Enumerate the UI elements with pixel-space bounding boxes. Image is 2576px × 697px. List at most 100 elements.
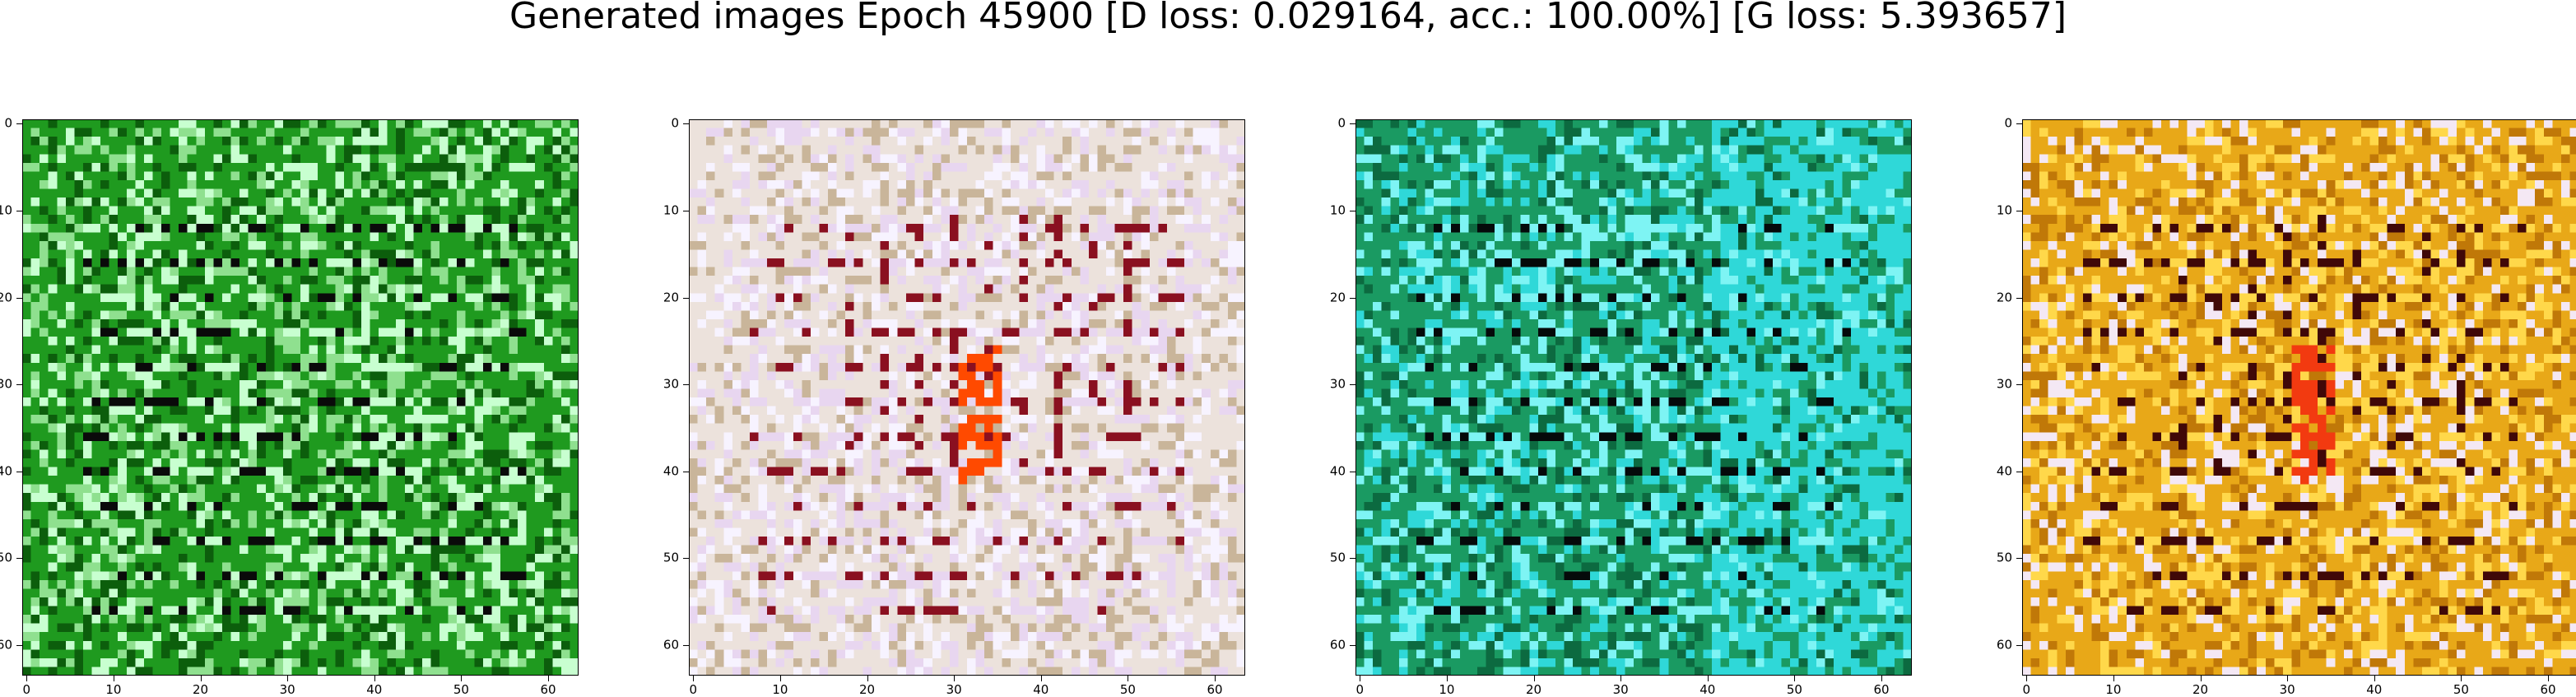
y-tick-mark [2016, 297, 2022, 299]
axes-frame [22, 119, 579, 676]
y-tick-mark [683, 384, 689, 386]
y-tick-label: 40 [1329, 463, 1346, 479]
x-tick-label: 10 [2105, 682, 2122, 697]
x-tick-mark [200, 676, 202, 681]
y-tick-mark [683, 645, 689, 647]
x-tick-mark [1620, 676, 1622, 681]
x-tick-label: 20 [2192, 682, 2209, 697]
x-tick-mark [1215, 676, 1216, 681]
y-tick-mark [2016, 123, 2022, 125]
panel-2: 0 0 10 10 20 20 30 30 40 40 50 50 60 60 [663, 117, 1245, 696]
x-tick-mark [2287, 676, 2289, 681]
x-tick-label: 0 [689, 682, 698, 697]
x-tick-label: 30 [2279, 682, 2295, 697]
y-tick-label: 20 [1329, 290, 1346, 305]
x-tick-label: 50 [1119, 682, 1136, 697]
x-tick-mark [287, 676, 289, 681]
y-tick-label: 30 [1329, 376, 1346, 392]
y-tick-label: 10 [1996, 202, 2012, 218]
x-tick-mark [26, 676, 28, 681]
y-tick-mark [2016, 384, 2022, 386]
panel-3: 0 0 10 10 20 20 30 30 40 40 50 50 60 60 [1330, 117, 1912, 696]
x-tick-mark [1533, 676, 1535, 681]
y-tick-label: 60 [0, 637, 12, 653]
axes-frame [689, 119, 1245, 676]
generated-image [1355, 119, 1912, 676]
x-tick-mark [2461, 676, 2462, 681]
figure-title: Generated images Epoch 45900 [D loss: 0.… [509, 0, 2067, 37]
x-tick-label: 50 [2453, 682, 2469, 697]
y-tick-label: 40 [663, 463, 679, 479]
x-tick-mark [2200, 676, 2202, 681]
x-tick-label: 40 [2366, 682, 2383, 697]
y-tick-mark [2016, 645, 2022, 647]
y-tick-mark [1350, 645, 1355, 647]
y-tick-label: 0 [671, 115, 679, 131]
x-tick-mark [779, 676, 781, 681]
x-tick-mark [1707, 676, 1709, 681]
x-tick-label: 20 [858, 682, 876, 697]
x-tick-label: 40 [1700, 682, 1716, 697]
x-tick-mark [2113, 676, 2114, 681]
y-tick-label: 50 [0, 550, 12, 565]
x-tick-mark [1881, 676, 1883, 681]
x-tick-mark [2548, 676, 2550, 681]
x-tick-label: 20 [192, 682, 209, 697]
x-tick-label: 0 [22, 682, 31, 697]
y-tick-mark [16, 297, 22, 299]
y-tick-label: 0 [2004, 115, 2012, 131]
y-tick-mark [2016, 558, 2022, 560]
x-tick-label: 30 [946, 682, 962, 697]
y-tick-label: 10 [1329, 202, 1346, 218]
y-tick-label: 50 [1996, 550, 2012, 565]
y-tick-label: 30 [1996, 376, 2012, 392]
panel-4: 0 0 10 10 20 20 30 30 40 40 50 50 60 60 [1997, 117, 2576, 696]
y-tick-label: 20 [1996, 290, 2012, 305]
generated-image [689, 119, 1245, 676]
x-tick-mark [2374, 676, 2375, 681]
y-tick-mark [1350, 297, 1355, 299]
x-tick-mark [548, 676, 550, 681]
axes-frame [1355, 119, 1912, 676]
y-tick-mark [683, 297, 689, 299]
y-tick-mark [16, 645, 22, 647]
x-tick-label: 50 [453, 682, 469, 697]
generated-image [2022, 119, 2576, 676]
y-tick-label: 10 [0, 202, 12, 218]
x-tick-mark [1794, 676, 1796, 681]
panel-1: 0 0 10 10 20 20 30 30 40 40 50 50 60 60 [0, 117, 579, 696]
y-tick-mark [1350, 123, 1355, 125]
y-tick-label: 20 [663, 290, 679, 305]
y-tick-label: 50 [663, 550, 679, 565]
x-tick-label: 50 [1786, 682, 1802, 697]
y-tick-label: 40 [1996, 463, 2012, 479]
y-tick-label: 0 [4, 115, 12, 131]
y-tick-mark [683, 123, 689, 125]
x-tick-label: 30 [1612, 682, 1629, 697]
x-tick-mark [2026, 676, 2028, 681]
y-tick-label: 20 [0, 290, 12, 305]
y-tick-label: 10 [663, 202, 679, 218]
axes-frame [2022, 119, 2576, 676]
x-tick-mark [1446, 676, 1448, 681]
y-tick-mark [16, 123, 22, 125]
y-tick-mark [1350, 558, 1355, 560]
y-tick-mark [16, 558, 22, 560]
x-tick-label: 10 [1439, 682, 1455, 697]
x-tick-label: 10 [105, 682, 122, 697]
y-tick-label: 60 [663, 637, 679, 653]
y-tick-mark [1350, 384, 1355, 386]
x-tick-label: 60 [1207, 682, 1223, 697]
y-tick-label: 60 [1996, 637, 2012, 653]
y-tick-mark [16, 384, 22, 386]
x-tick-label: 30 [279, 682, 295, 697]
x-tick-label: 0 [2022, 682, 2031, 697]
x-tick-mark [867, 676, 868, 681]
x-tick-label: 40 [1033, 682, 1049, 697]
y-tick-label: 60 [1329, 637, 1346, 653]
y-tick-label: 50 [1329, 550, 1346, 565]
x-tick-mark [693, 676, 695, 681]
x-tick-label: 60 [1873, 682, 1890, 697]
y-tick-label: 40 [0, 463, 12, 479]
x-tick-label: 20 [1525, 682, 1542, 697]
